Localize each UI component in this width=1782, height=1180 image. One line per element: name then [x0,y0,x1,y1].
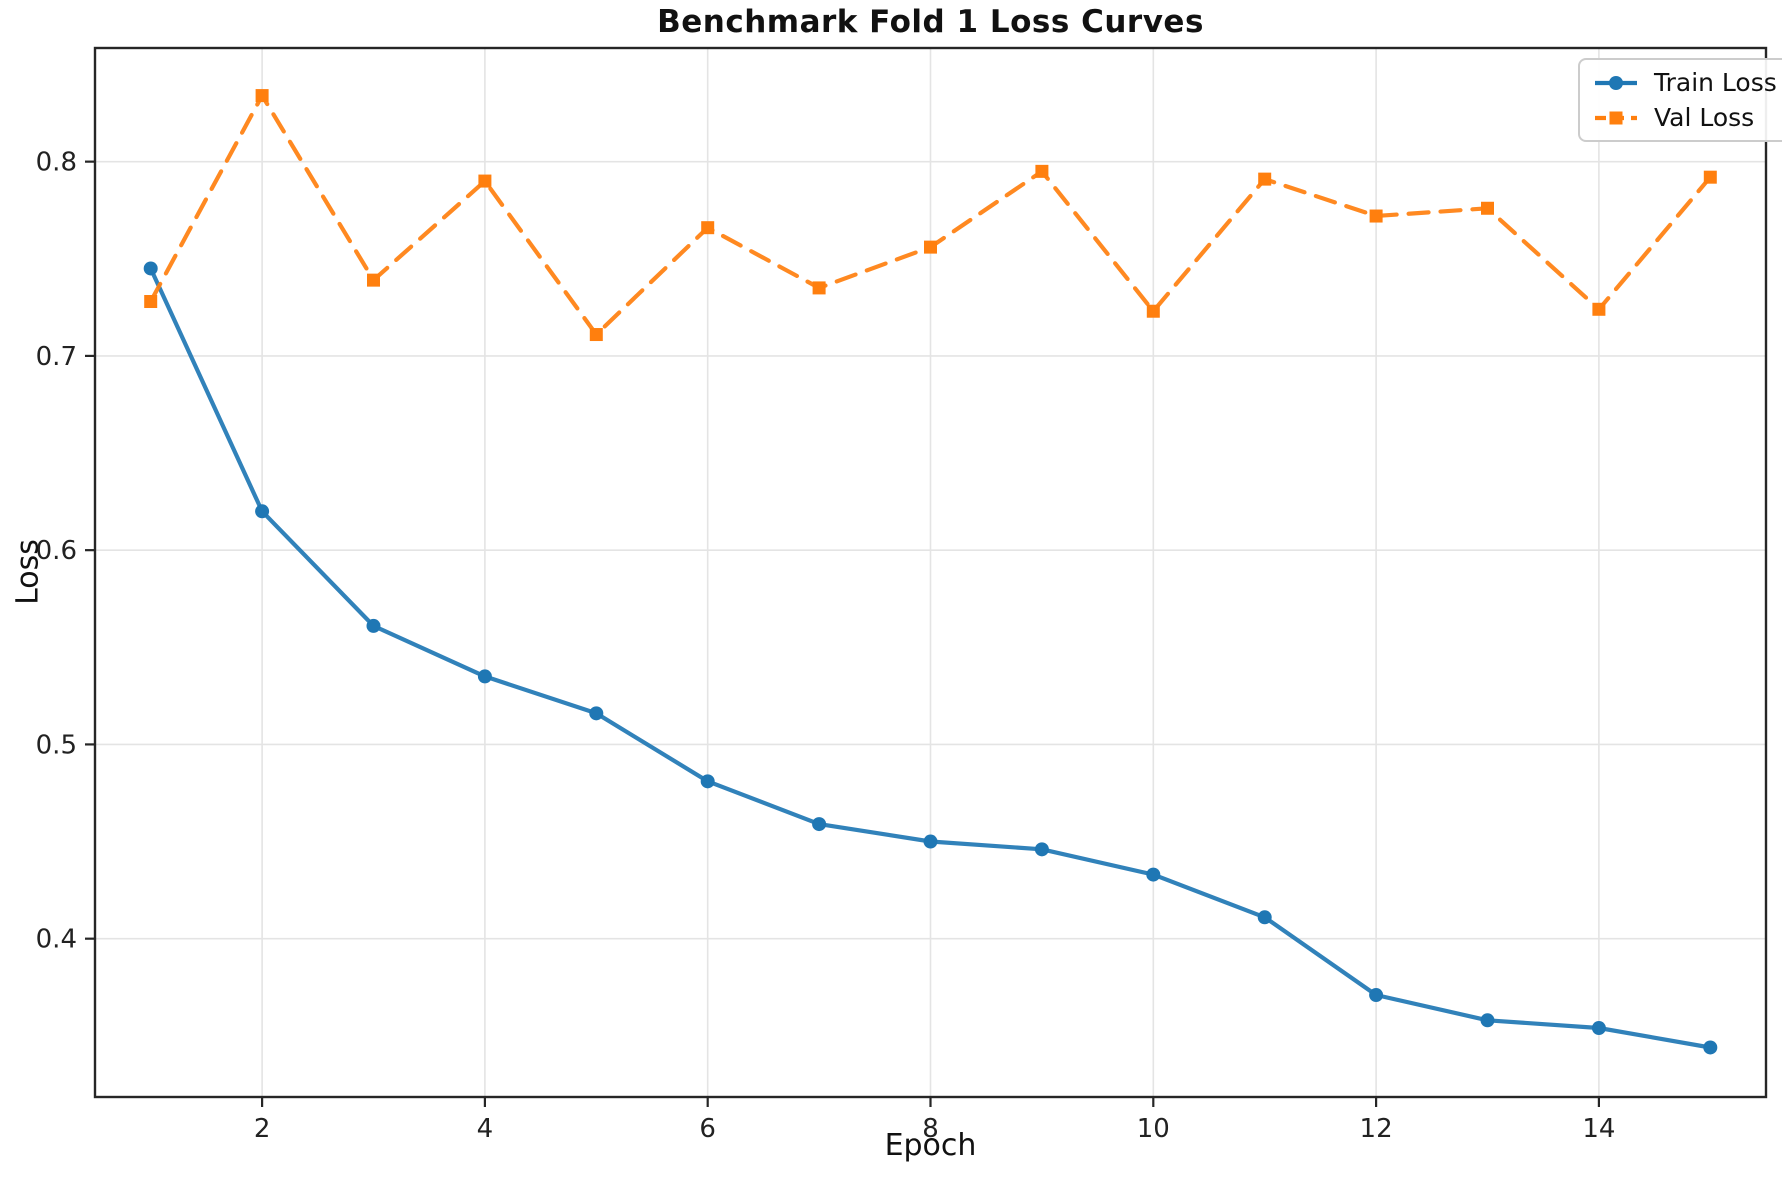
data-point-val-loss [367,273,380,287]
chart-title: Benchmark Fold 1 Loss Curves [657,4,1204,40]
legend: Train Loss Val Loss [1578,58,1782,142]
data-point-train-loss [1257,910,1272,925]
data-point-val-loss [1258,172,1272,186]
val-loss-line-sample-icon [1595,111,1637,124]
data-point-val-loss [1703,170,1717,184]
data-point-train-loss [255,504,270,519]
data-point-val-loss [1369,209,1383,223]
data-point-train-loss [812,817,827,832]
data-point-train-loss [477,669,492,684]
data-point-train-loss [700,774,715,789]
data-point-train-loss [366,618,381,633]
data-point-val-loss [589,328,603,342]
data-point-val-loss [144,295,158,309]
data-point-val-loss [255,89,269,103]
data-point-train-loss [1369,988,1384,1003]
x-tick-label: 4 [477,1114,494,1144]
y-axis-label: Loss [10,539,46,605]
data-point-train-loss [1146,867,1161,882]
data-point-val-loss [1035,164,1049,178]
x-tick-label: 10 [1137,1114,1170,1144]
legend-label-train-loss: Train Loss [1654,68,1777,97]
data-point-val-loss [1146,304,1160,318]
data-point-val-loss [1592,302,1606,316]
data-point-train-loss [1591,1021,1606,1036]
data-point-val-loss [701,221,715,235]
x-axis-label: Epoch [884,1128,977,1163]
x-tick-label: 2 [254,1114,271,1144]
x-tick-label: 14 [1582,1114,1615,1144]
y-tick-label: 0.8 [36,148,77,178]
x-tick-label: 12 [1360,1114,1393,1144]
y-tick-label: 0.6 [36,536,77,566]
x-tick-label: 8 [922,1114,939,1144]
y-tick-label: 0.4 [36,925,77,955]
data-point-val-loss [1481,201,1494,215]
y-tick-label: 0.5 [36,730,77,760]
data-point-train-loss [589,706,604,721]
data-point-val-loss [924,240,937,254]
legend-item-val-loss: Val Loss [1592,103,1777,132]
data-point-train-loss [1034,842,1049,857]
y-tick-label: 0.7 [36,342,77,372]
data-point-train-loss [923,834,938,849]
train-loss-line-sample-icon [1595,75,1637,90]
legend-item-train-loss: Train Loss [1592,68,1777,97]
x-tick-label: 6 [699,1114,716,1144]
legend-label-val-loss: Val Loss [1654,103,1755,132]
data-point-train-loss [143,261,158,276]
data-point-val-loss [478,174,492,188]
data-point-val-loss [812,281,826,295]
data-point-train-loss [1703,1040,1718,1055]
data-point-train-loss [1480,1013,1495,1028]
